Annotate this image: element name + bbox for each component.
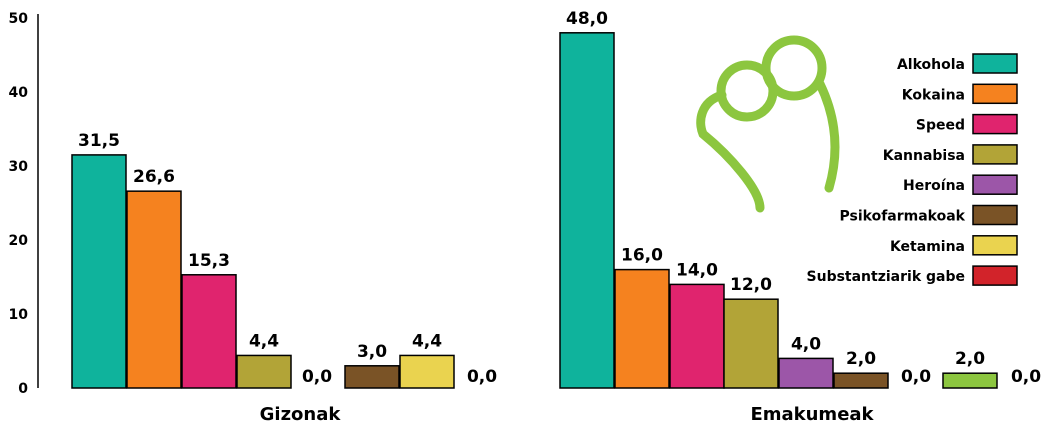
legend-label: Psikofarmakoak bbox=[840, 209, 966, 225]
legend-label: Substantziarik gabe bbox=[807, 269, 965, 285]
data-label: 3,0 bbox=[357, 342, 387, 362]
bar bbox=[399, 354, 455, 389]
legend-swatch bbox=[972, 265, 1018, 286]
group-label: Gizonak bbox=[260, 404, 342, 424]
legend-label: Heroína bbox=[903, 178, 965, 194]
data-label: 0,0 bbox=[1011, 367, 1041, 387]
bar bbox=[559, 32, 615, 389]
data-label: 4,4 bbox=[412, 331, 442, 351]
legend-swatch bbox=[972, 83, 1018, 105]
legend-item: Substantziarik gabe bbox=[807, 265, 1018, 286]
y-tick-label: 0 bbox=[18, 381, 28, 397]
bar bbox=[942, 372, 998, 389]
legend-item: Alkohola bbox=[897, 53, 1018, 74]
bar bbox=[181, 274, 237, 389]
data-label: 4,4 bbox=[249, 331, 279, 351]
bar bbox=[669, 283, 725, 389]
bar bbox=[126, 190, 182, 389]
bar bbox=[344, 365, 400, 389]
data-label: 48,0 bbox=[566, 9, 608, 29]
bar bbox=[71, 154, 127, 389]
legend-label: Speed bbox=[916, 118, 965, 134]
legend-label: Alkohola bbox=[897, 57, 965, 73]
data-label: 31,5 bbox=[78, 131, 120, 151]
legend-item: Heroína bbox=[903, 174, 1018, 195]
y-tick-label: 40 bbox=[9, 85, 29, 101]
data-label: 2,0 bbox=[846, 349, 876, 369]
data-label: 0,0 bbox=[302, 367, 332, 387]
legend-item: Speed bbox=[916, 113, 1018, 135]
legend-item: Ketamina bbox=[890, 235, 1018, 256]
legend-swatch bbox=[972, 113, 1018, 135]
data-label: 26,6 bbox=[133, 167, 175, 187]
data-label: 2,0 bbox=[955, 349, 985, 369]
y-tick-label: 10 bbox=[9, 307, 29, 323]
legend-item: Psikofarmakoak bbox=[840, 204, 1018, 226]
data-label: 15,3 bbox=[188, 251, 230, 271]
y-tick-label: 50 bbox=[9, 11, 29, 27]
legend-item: Kokaina bbox=[902, 83, 1018, 105]
legend-swatch bbox=[972, 174, 1018, 195]
bar bbox=[778, 357, 834, 389]
y-tick-label: 20 bbox=[9, 233, 29, 249]
legend-swatch bbox=[972, 53, 1018, 74]
bar bbox=[614, 268, 670, 389]
legend-swatch bbox=[972, 144, 1018, 165]
bar bbox=[723, 298, 779, 389]
group-label: Emakumeak bbox=[750, 404, 874, 424]
data-label: 14,0 bbox=[676, 260, 718, 280]
data-label: 0,0 bbox=[901, 367, 931, 387]
legend-item: Kannabisa bbox=[883, 144, 1018, 165]
legend-swatch bbox=[972, 204, 1018, 226]
legend-label: Ketamina bbox=[890, 239, 965, 255]
legend-swatch bbox=[972, 235, 1018, 256]
data-label: 16,0 bbox=[621, 246, 663, 266]
bar bbox=[833, 372, 889, 389]
bar bbox=[236, 354, 292, 389]
legend-label: Kokaina bbox=[902, 87, 965, 103]
glasses-logo-icon bbox=[696, 35, 840, 213]
data-label: 0,0 bbox=[467, 367, 497, 387]
legend-label: Kannabisa bbox=[883, 148, 965, 164]
data-label: 4,0 bbox=[791, 334, 821, 354]
y-tick-label: 30 bbox=[9, 159, 29, 175]
data-label: 12,0 bbox=[730, 275, 772, 295]
